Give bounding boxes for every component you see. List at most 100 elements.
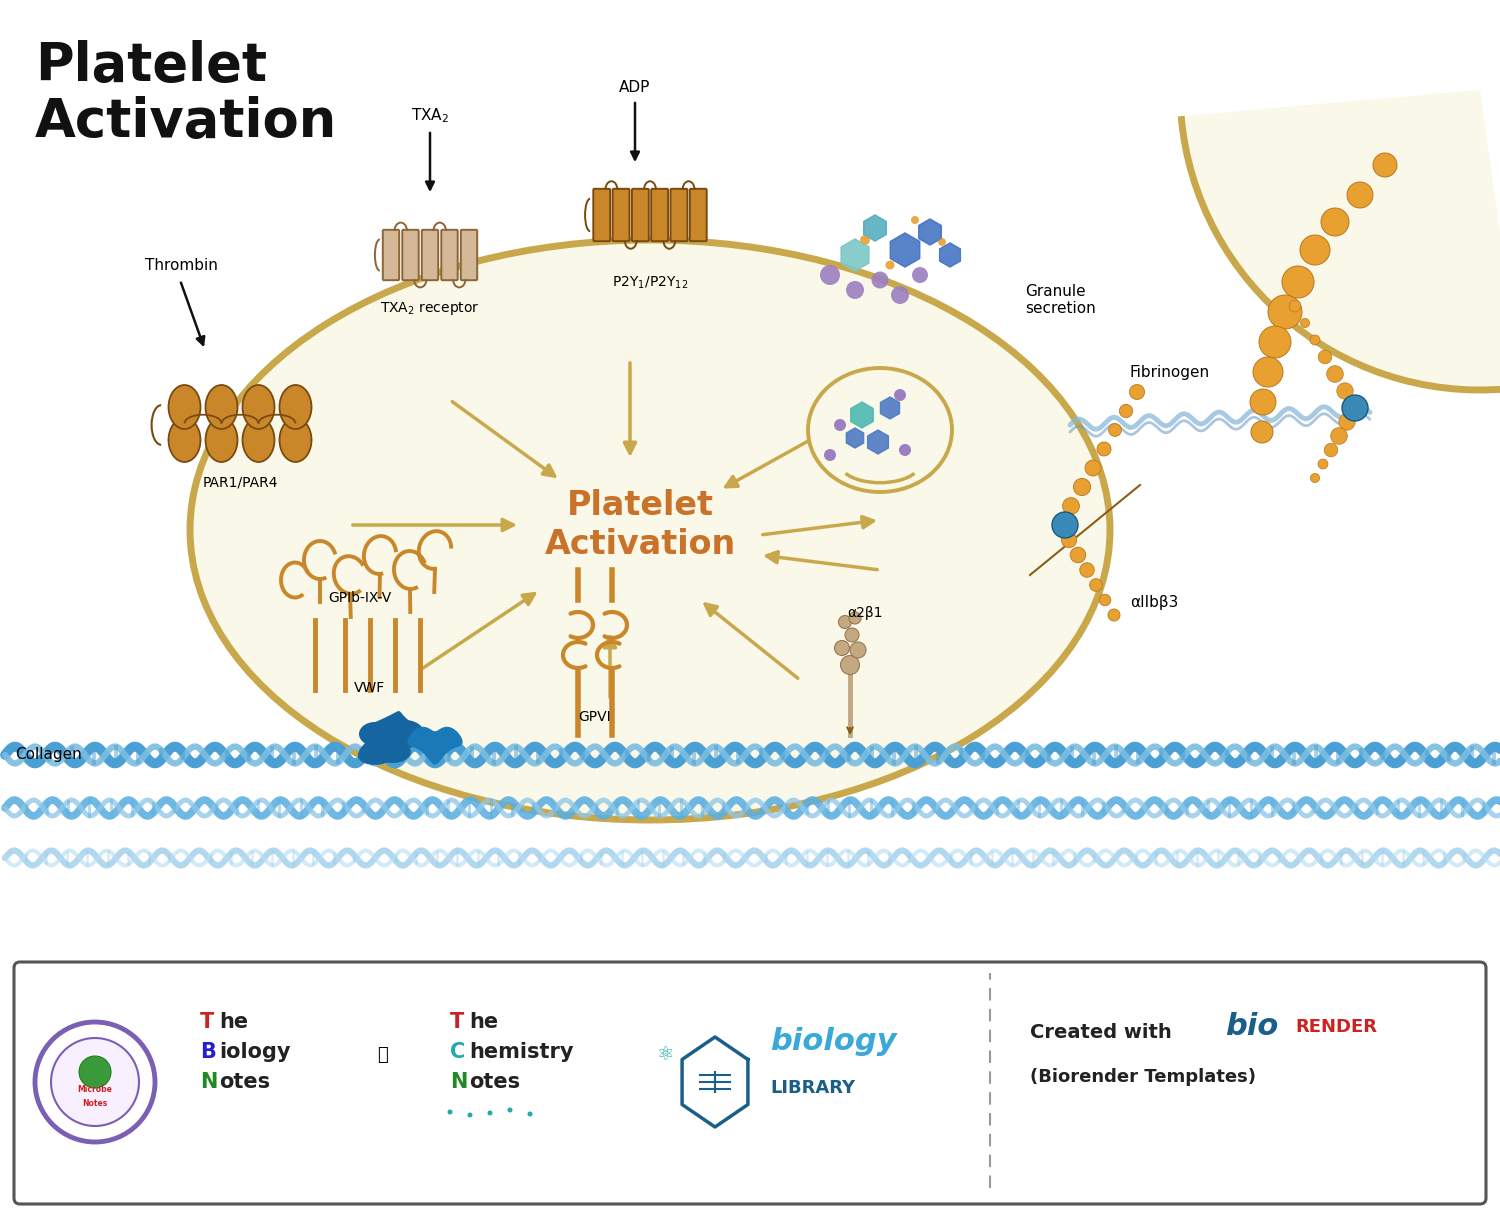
FancyBboxPatch shape (670, 189, 687, 241)
Polygon shape (850, 402, 873, 428)
Circle shape (1326, 365, 1344, 382)
Circle shape (834, 419, 846, 431)
Text: iology: iology (219, 1042, 291, 1062)
Text: Notes: Notes (82, 1100, 108, 1108)
Circle shape (1300, 235, 1330, 265)
Polygon shape (846, 428, 864, 448)
Circle shape (850, 643, 865, 658)
Text: ADP: ADP (620, 80, 651, 96)
Circle shape (1318, 459, 1328, 469)
Circle shape (1130, 385, 1144, 399)
Text: TXA$_2$: TXA$_2$ (411, 106, 448, 125)
Circle shape (1311, 473, 1320, 483)
Circle shape (1062, 497, 1080, 514)
Circle shape (1300, 318, 1310, 328)
Circle shape (859, 235, 870, 244)
Text: α2β1: α2β1 (847, 606, 882, 620)
Circle shape (1096, 442, 1112, 456)
Text: he: he (470, 1012, 498, 1032)
Text: Microbe: Microbe (78, 1085, 112, 1095)
Circle shape (824, 449, 836, 461)
Text: C: C (450, 1042, 465, 1062)
Polygon shape (358, 711, 432, 765)
Circle shape (1288, 300, 1300, 312)
Text: P2Y$_1$/P2Y$_{12}$: P2Y$_1$/P2Y$_{12}$ (612, 275, 689, 292)
Circle shape (1053, 518, 1066, 532)
Polygon shape (880, 397, 900, 419)
Circle shape (885, 260, 894, 270)
Circle shape (447, 1110, 453, 1114)
Ellipse shape (206, 417, 237, 462)
Ellipse shape (808, 368, 952, 492)
Circle shape (1324, 443, 1338, 457)
Circle shape (468, 1112, 472, 1118)
Text: N: N (200, 1072, 217, 1091)
FancyBboxPatch shape (612, 189, 630, 241)
Circle shape (871, 271, 888, 288)
Text: αIIbβ3: αIIbβ3 (1130, 595, 1179, 610)
Ellipse shape (243, 385, 274, 430)
FancyBboxPatch shape (594, 189, 610, 241)
Circle shape (1108, 609, 1120, 621)
Circle shape (839, 616, 852, 628)
Circle shape (1268, 295, 1302, 329)
Circle shape (834, 640, 849, 656)
Text: (Biorender Templates): (Biorender Templates) (1030, 1068, 1255, 1087)
Circle shape (80, 1056, 111, 1088)
Polygon shape (864, 215, 886, 241)
Circle shape (1052, 512, 1078, 538)
Ellipse shape (279, 417, 312, 462)
Polygon shape (891, 234, 920, 267)
Circle shape (507, 1107, 513, 1112)
FancyBboxPatch shape (402, 230, 418, 281)
Circle shape (528, 1112, 532, 1117)
Ellipse shape (386, 720, 424, 747)
Text: T: T (200, 1012, 214, 1032)
Circle shape (1062, 532, 1077, 548)
Circle shape (1342, 396, 1366, 420)
Text: Platelet
Activation: Platelet Activation (544, 489, 735, 560)
FancyBboxPatch shape (382, 230, 399, 281)
Text: Collagen: Collagen (15, 748, 81, 762)
Ellipse shape (375, 741, 411, 764)
Circle shape (910, 217, 920, 224)
Circle shape (1330, 427, 1347, 444)
Circle shape (1119, 404, 1132, 417)
Circle shape (51, 1038, 140, 1127)
Text: Thrombin: Thrombin (146, 258, 218, 272)
Circle shape (938, 238, 946, 246)
Circle shape (1347, 182, 1372, 208)
Text: otes: otes (470, 1072, 520, 1091)
Circle shape (912, 267, 928, 283)
Circle shape (1348, 402, 1362, 415)
Circle shape (849, 612, 861, 624)
Text: 🧬: 🧬 (376, 1045, 387, 1064)
Ellipse shape (279, 385, 312, 430)
Circle shape (1070, 547, 1086, 563)
Ellipse shape (358, 722, 392, 747)
Text: hemistry: hemistry (470, 1042, 573, 1062)
Text: VWF: VWF (354, 681, 386, 695)
FancyBboxPatch shape (13, 962, 1486, 1204)
Text: bio: bio (1226, 1012, 1278, 1041)
Text: ⚛: ⚛ (657, 1045, 674, 1065)
Wedge shape (1180, 90, 1500, 390)
Text: TXA$_2$ receptor: TXA$_2$ receptor (381, 300, 480, 317)
Text: Fibrinogen: Fibrinogen (1130, 365, 1210, 380)
FancyBboxPatch shape (690, 189, 706, 241)
Circle shape (1080, 563, 1094, 577)
Circle shape (1252, 357, 1282, 387)
Circle shape (488, 1111, 492, 1116)
Polygon shape (408, 727, 462, 764)
Circle shape (1074, 478, 1090, 496)
Circle shape (1336, 382, 1353, 399)
Circle shape (894, 388, 906, 401)
Circle shape (1108, 424, 1122, 437)
Circle shape (1372, 152, 1396, 177)
Circle shape (1250, 388, 1276, 415)
FancyBboxPatch shape (651, 189, 668, 241)
Text: biology: biology (770, 1027, 897, 1056)
Circle shape (1342, 394, 1368, 421)
FancyBboxPatch shape (441, 230, 458, 281)
FancyBboxPatch shape (632, 189, 650, 241)
